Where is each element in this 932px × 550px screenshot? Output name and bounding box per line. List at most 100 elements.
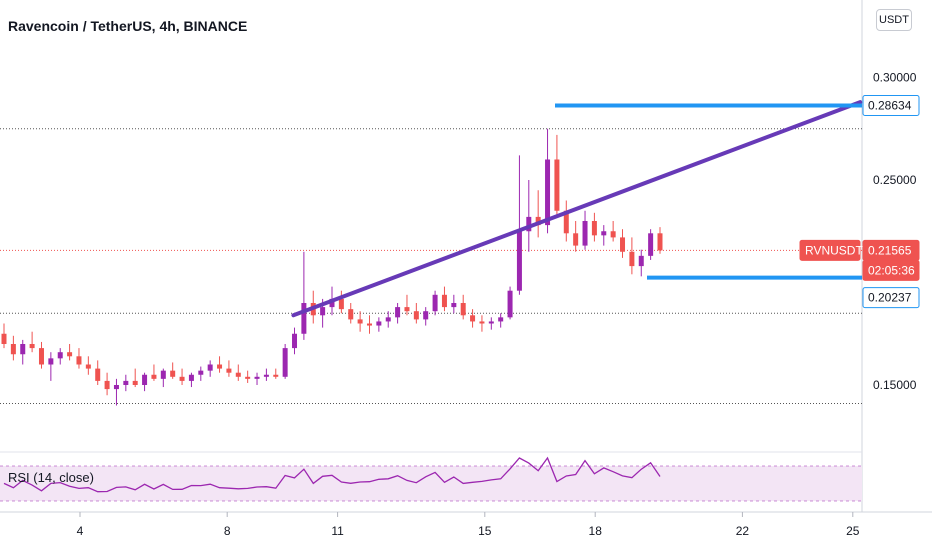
countdown-badge-bg bbox=[862, 259, 920, 281]
candle-body bbox=[620, 237, 626, 252]
candle-body bbox=[563, 210, 569, 234]
candle-body bbox=[273, 374, 279, 377]
candle-body bbox=[142, 374, 148, 385]
candle-body bbox=[535, 216, 541, 226]
symbol-badge-bg bbox=[799, 239, 861, 261]
upper-level-badge-bg bbox=[862, 95, 920, 117]
candle-body bbox=[413, 311, 419, 320]
last-price-badge-text: 0.21565 bbox=[868, 243, 912, 257]
candle-body bbox=[573, 233, 579, 246]
time-tick-label: 25 bbox=[846, 524, 860, 538]
chart-title: Ravencoin / TetherUS, 4h, BINANCE bbox=[8, 18, 248, 34]
currency-selector[interactable]: USDT bbox=[876, 9, 912, 31]
candle-body bbox=[601, 231, 607, 236]
time-tick-label: 15 bbox=[478, 524, 492, 538]
candle-body bbox=[160, 370, 166, 379]
candle-body bbox=[554, 159, 560, 211]
time-tick-label: 11 bbox=[331, 524, 344, 538]
candle-body bbox=[217, 364, 223, 369]
upper-level-badge-text: 0.28634 bbox=[868, 99, 912, 113]
candle-body bbox=[123, 380, 129, 385]
candle-body bbox=[188, 374, 194, 381]
candle-body bbox=[516, 231, 522, 291]
candle-body bbox=[38, 348, 44, 365]
candle-body bbox=[432, 294, 438, 312]
candle-body bbox=[226, 368, 232, 373]
lower-level-badge-text: 0.20237 bbox=[868, 291, 912, 305]
candle-body bbox=[301, 303, 307, 334]
rsi-line bbox=[3, 456, 661, 493]
candle-body bbox=[657, 233, 663, 251]
candle-body bbox=[329, 298, 335, 308]
candle-body bbox=[629, 251, 635, 267]
price-tick-label: 0.30000 bbox=[873, 71, 917, 85]
candle-body bbox=[638, 255, 644, 267]
last-price-badge: 0.21565 bbox=[862, 239, 920, 261]
candle-body bbox=[263, 374, 269, 377]
lower-level-badge-bg bbox=[862, 287, 920, 309]
candle-body bbox=[385, 317, 391, 322]
candle-body bbox=[395, 307, 401, 318]
candle-body bbox=[441, 294, 447, 308]
trend-line bbox=[291, 100, 863, 318]
candle-body bbox=[254, 376, 260, 379]
candle-body bbox=[582, 221, 588, 246]
price-tick-label: 0.15000 bbox=[873, 378, 917, 392]
candle-body bbox=[57, 352, 63, 359]
candle-body bbox=[170, 370, 176, 377]
candle-body bbox=[470, 315, 476, 322]
candle-body bbox=[610, 231, 616, 238]
candle-body bbox=[338, 298, 344, 310]
countdown-badge-text: 02:05:36 bbox=[868, 263, 915, 277]
candle-body bbox=[488, 321, 494, 324]
candle-body bbox=[48, 358, 54, 365]
rsi-indicator-label[interactable]: RSI (14, close) bbox=[8, 470, 94, 485]
candle-body bbox=[648, 233, 654, 256]
candle-body bbox=[104, 380, 110, 390]
candle-body bbox=[282, 348, 288, 377]
candle-body bbox=[10, 344, 16, 355]
time-tick-label: 8 bbox=[224, 524, 231, 538]
candle-body bbox=[479, 321, 485, 324]
candle-body bbox=[198, 370, 204, 375]
candle-body bbox=[526, 216, 532, 232]
candle-body bbox=[235, 372, 241, 377]
upper-level-badge: 0.28634 bbox=[862, 95, 920, 117]
candle-body bbox=[507, 290, 513, 318]
candle-body bbox=[376, 321, 382, 326]
candle-body bbox=[113, 385, 119, 390]
candle-body bbox=[292, 333, 298, 349]
candle-body bbox=[76, 356, 82, 365]
countdown-badge: 02:05:36 bbox=[862, 259, 920, 281]
price-tick-label: 0.25000 bbox=[873, 173, 917, 187]
time-tick-label: 4 bbox=[77, 524, 84, 538]
candle-body bbox=[423, 311, 429, 320]
rsi-band bbox=[0, 466, 862, 501]
candle-body bbox=[151, 374, 157, 379]
candle-body bbox=[348, 309, 354, 320]
candle-body bbox=[29, 344, 35, 349]
candle-body bbox=[1, 333, 7, 344]
candle-body bbox=[132, 380, 138, 385]
time-tick-label: 18 bbox=[589, 524, 603, 538]
candle-body bbox=[67, 352, 73, 357]
candle-body bbox=[20, 344, 26, 355]
candle-body bbox=[85, 364, 91, 369]
candle-body bbox=[95, 368, 101, 381]
lower-level-badge: 0.20237 bbox=[862, 287, 920, 309]
candle-body bbox=[207, 364, 213, 371]
candle-body bbox=[320, 307, 326, 316]
symbol-badge-text: RVNUSDT bbox=[805, 243, 863, 257]
candle-body bbox=[498, 317, 504, 322]
candle-body bbox=[404, 307, 410, 312]
candle-body bbox=[245, 376, 251, 379]
candle-body bbox=[545, 159, 551, 226]
symbol-badge: RVNUSDT bbox=[799, 239, 863, 261]
time-tick-label: 22 bbox=[736, 524, 750, 538]
candle-body bbox=[591, 221, 597, 236]
candle-body bbox=[179, 376, 185, 381]
candle-body bbox=[460, 303, 466, 316]
candle-body bbox=[366, 323, 372, 326]
candle-body bbox=[357, 319, 363, 324]
